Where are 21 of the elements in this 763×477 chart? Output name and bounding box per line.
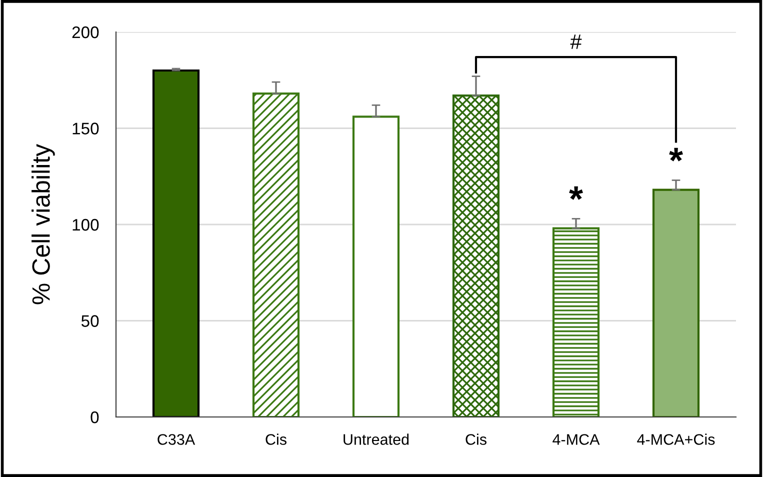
y-tick-label: 200 <box>72 26 99 38</box>
bar <box>652 188 700 417</box>
x-tick-label: 4-MCA <box>552 434 600 445</box>
bar <box>152 69 200 417</box>
x-tick-label: Cis <box>266 434 286 445</box>
y-tick-label: 50 <box>81 315 99 327</box>
y-tick-label: 150 <box>72 122 99 134</box>
annotation: * <box>569 186 583 200</box>
x-tick-label: Untreated <box>344 434 409 445</box>
bar <box>552 227 600 417</box>
annotation: # <box>570 34 582 49</box>
bar <box>352 116 400 417</box>
y-axis-title: % Cell viability <box>32 144 55 304</box>
x-tick-label: Cis <box>466 434 486 445</box>
bar <box>452 94 500 417</box>
annotation: * <box>669 148 683 162</box>
x-tick-label: 4-MCA+Cis <box>637 434 715 445</box>
y-tick-label: 0 <box>90 411 99 424</box>
y-tick-label: 100 <box>72 218 99 231</box>
bar <box>252 92 300 417</box>
x-tick-label: C33A <box>158 434 196 445</box>
